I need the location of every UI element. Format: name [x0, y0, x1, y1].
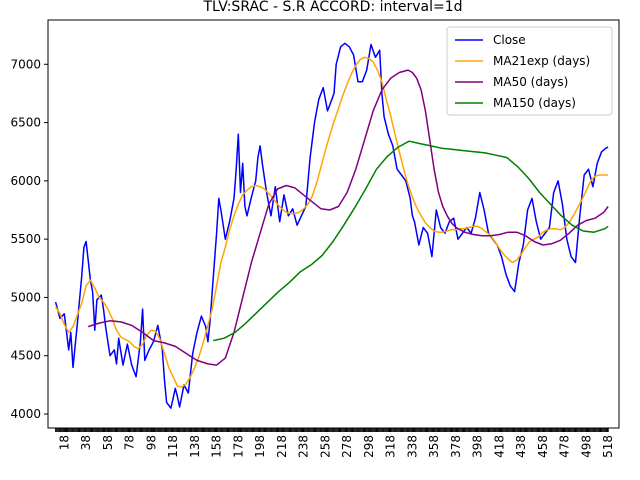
y-tick-label: 7000 — [10, 57, 41, 71]
plot-area — [54, 42, 609, 409]
x-tick-label: 478 — [558, 435, 572, 458]
x-tick-label: 498 — [579, 435, 593, 458]
chart-title: TLV:SRAC - S.R ACCORD: interval=1d — [202, 0, 462, 15]
series-line-ma21exp-days — [54, 56, 609, 388]
legend-label: MA21exp (days) — [493, 54, 590, 68]
x-tick-label: 438 — [514, 435, 528, 458]
x-tick-label: 278 — [340, 435, 354, 458]
y-tick-label: 5000 — [10, 290, 41, 304]
x-tick-label: 458 — [536, 435, 550, 458]
legend: Close MA21exp (days) MA50 (days) MA150 (day… — [446, 26, 613, 116]
x-tick-label: 78 — [123, 435, 137, 450]
axes-frame — [47, 19, 620, 429]
x-tick-label: 58 — [101, 435, 115, 450]
x-tick-label: 138 — [188, 435, 202, 458]
x-tick-label: 298 — [362, 435, 376, 458]
x-tick-label: 38 — [79, 435, 93, 450]
legend-label: MA50 (days) — [493, 75, 568, 89]
legend-box — [446, 26, 613, 116]
x-tick-label: 358 — [427, 435, 441, 458]
y-tick-label: 6500 — [10, 116, 41, 130]
x-tick-label: 378 — [449, 435, 463, 458]
x-tick-label: 398 — [471, 435, 485, 458]
x-tick-label: 418 — [492, 435, 506, 458]
series-line-ma150-days — [213, 140, 609, 342]
x-tick-label: 258 — [318, 435, 332, 458]
x-tick-label: 158 — [210, 435, 224, 458]
y-tick-label: 5500 — [10, 232, 41, 246]
series-line-ma50-days — [87, 69, 609, 366]
x-tick-label: 198 — [253, 435, 267, 458]
x-tick-label: 318 — [384, 435, 398, 458]
x-tick-label: 218 — [275, 435, 289, 458]
x-tick-label: 518 — [601, 435, 615, 458]
x-axis: 18 38 58 78 98 118 138 158 178 198 218 238 258 278 298… — [55, 428, 615, 458]
y-tick-label: 6000 — [10, 174, 41, 188]
legend-label: MA150 (days) — [493, 96, 576, 110]
x-tick-label: 18 — [57, 435, 71, 450]
y-tick-label: 4000 — [10, 407, 41, 421]
x-tick-label: 118 — [166, 435, 180, 458]
legend-label: Close — [493, 33, 526, 47]
x-tick-label: 338 — [405, 435, 419, 458]
y-tick-label: 4500 — [10, 349, 41, 363]
y-axis: 4000 4500 5000 5500 6000 6500 7000 — [10, 57, 48, 421]
x-tick-label: 98 — [144, 435, 158, 450]
x-tick-label: 238 — [297, 435, 311, 458]
x-tick-label: 178 — [231, 435, 245, 458]
